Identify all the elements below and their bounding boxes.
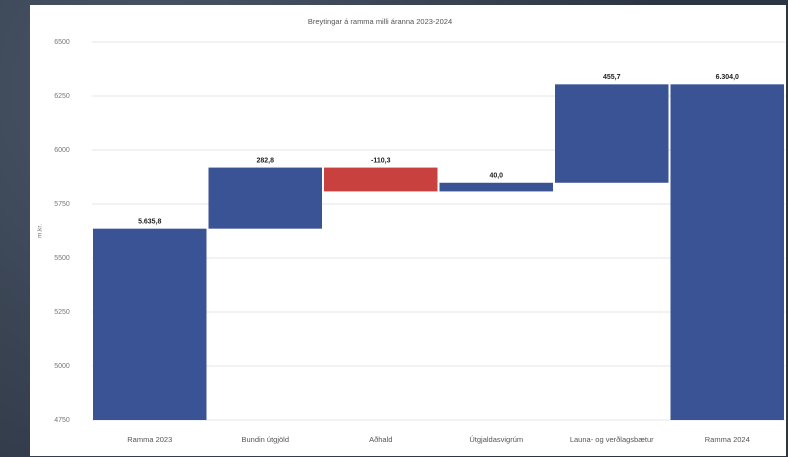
y-tick-label: 5500 [54, 255, 70, 262]
x-tick-label: Aðhald [369, 435, 392, 444]
y-tick-label: 5250 [54, 309, 70, 316]
value-label: -110,3 [371, 157, 391, 164]
bar [555, 84, 669, 183]
bar [670, 84, 784, 420]
y-tick-label: 6250 [54, 93, 70, 100]
y-tick-label: 5000 [54, 363, 70, 370]
bar [439, 182, 553, 192]
y-axis-label: m.kr. [37, 224, 44, 238]
x-tick-label: Ramma 2024 [705, 435, 750, 444]
y-tick-label: 4750 [54, 417, 70, 424]
bar [208, 167, 322, 229]
value-label: 455,7 [603, 74, 621, 81]
x-tick-label: Launa- og verðlagsbætur [570, 435, 654, 444]
y-tick-label: 6000 [54, 147, 70, 154]
chart-title: Breytingar á ramma milli áranna 2023-202… [308, 17, 452, 26]
bar [93, 228, 207, 420]
value-label: 282,8 [256, 157, 274, 164]
value-label: 5.635,8 [138, 219, 161, 226]
x-tick-label: Bundin útgjöld [241, 435, 289, 444]
y-tick-label: 5750 [54, 201, 70, 208]
bar [324, 167, 438, 192]
x-tick-label: Ramma 2023 [127, 435, 172, 444]
value-label: 6.304,0 [716, 74, 739, 81]
value-label: 40,0 [489, 173, 503, 180]
y-tick-label: 6500 [54, 39, 70, 46]
x-tick-label: Útgjaldasvigrúm [469, 435, 523, 444]
